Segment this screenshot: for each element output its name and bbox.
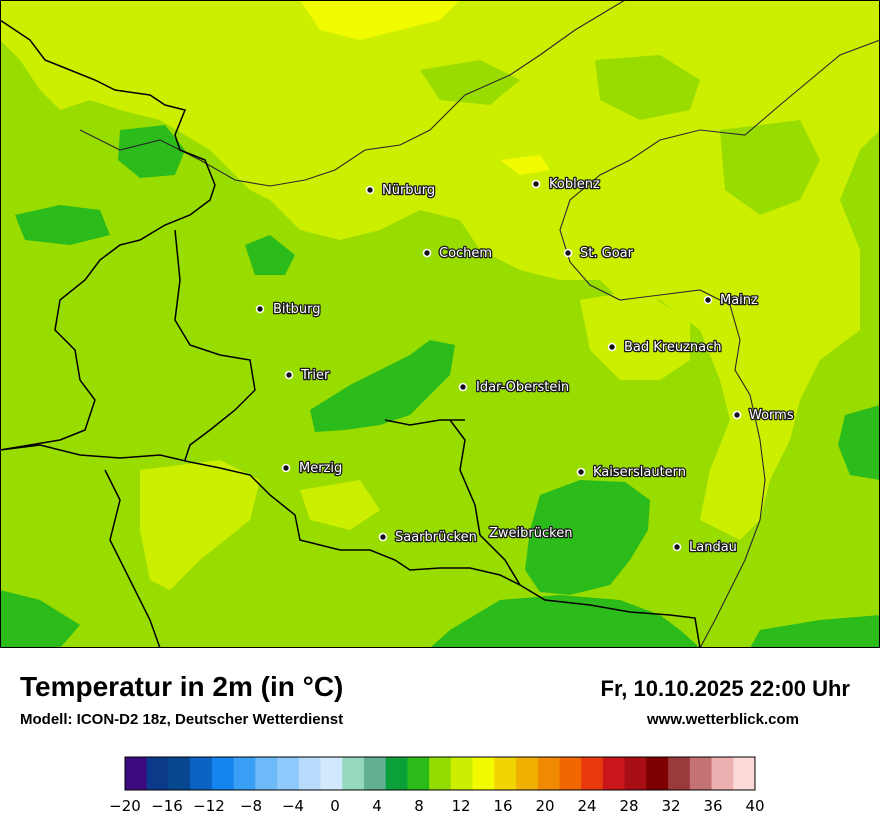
legend-tick-label: −8 [240, 797, 262, 815]
city-nuerburg: Nürburg [365, 182, 436, 199]
legend-swatch [125, 757, 148, 790]
temperature-zone-16-18 [300, 0, 550, 175]
temperature-zone-14-16 [0, 0, 880, 590]
color-legend: −20 −16 −12 −8 −4 0 4 8 12 16 20 24 28 32 36 40 [109, 756, 765, 815]
svg-text:Mainz: Mainz [720, 293, 758, 308]
legend-swatches [125, 757, 756, 790]
legend-swatch [320, 757, 343, 790]
legend-swatch [429, 757, 452, 790]
city-koblenz: Koblenz [531, 176, 601, 193]
legend-swatch [472, 757, 495, 790]
legend-swatch [385, 757, 408, 790]
city-saarbruecken: Saarbrücken [378, 529, 478, 546]
legend-swatch [624, 757, 647, 790]
website-link[interactable]: www.wetterblick.com [647, 711, 799, 728]
legend-swatch [211, 757, 235, 790]
legend-tick-label: 28 [619, 797, 638, 815]
legend-swatch [494, 757, 517, 790]
svg-text:Idar-Oberstein: Idar-Oberstein [476, 380, 569, 395]
city-bitburg: Bitburg [255, 301, 322, 318]
city-trier: Trier [284, 367, 331, 384]
legend-swatch [407, 757, 430, 790]
legend-tick-label: 4 [372, 797, 382, 815]
legend-swatch [559, 757, 582, 790]
temperature-zone-12-14 [420, 55, 820, 215]
forecast-datetime: Fr, 10.10.2025 22:00 Uhr [600, 676, 851, 701]
legend-swatch [668, 757, 691, 790]
svg-text:Trier: Trier [300, 368, 330, 383]
legend-swatch [537, 757, 560, 790]
legend-tick-label: 20 [535, 797, 554, 815]
legend-swatch [146, 757, 169, 790]
legend-tick-label: −16 [151, 797, 183, 815]
svg-text:Bitburg: Bitburg [273, 302, 321, 317]
legend-tick-label: −20 [109, 797, 141, 815]
legend-tick-label: 40 [745, 797, 764, 815]
borders [0, 19, 701, 648]
svg-text:Kaiserslautern: Kaiserslautern [593, 465, 686, 480]
svg-text:St. Goar: St. Goar [580, 246, 634, 261]
legend-swatch [190, 757, 213, 790]
legend-tick-label: 0 [330, 797, 340, 815]
svg-text:Merzig: Merzig [299, 461, 342, 476]
svg-text:Saarbrücken: Saarbrücken [395, 530, 477, 545]
svg-text:Cochem: Cochem [439, 246, 492, 261]
city-worms: Worms [732, 407, 795, 424]
legend-swatch [450, 757, 473, 790]
legend-swatch [168, 757, 191, 790]
city-idar-oberstein: Idar-Oberstein [458, 379, 570, 396]
city-mainz: Mainz [703, 292, 759, 309]
map-title: Temperatur in 2m (in °C) [20, 671, 344, 702]
svg-text:Landau: Landau [689, 540, 737, 555]
city-merzig: Merzig [281, 460, 344, 477]
legend-tick-label: 36 [703, 797, 722, 815]
legend-swatch [363, 757, 387, 790]
legend-tick-label: 16 [493, 797, 512, 815]
city-zweibruecken: Zweibrücken [488, 525, 574, 543]
legend-swatch [233, 757, 256, 790]
legend-swatch [646, 757, 669, 790]
legend-swatch [711, 757, 734, 790]
legend-tick-label: 24 [577, 797, 596, 815]
legend-swatch [277, 757, 300, 790]
legend-swatch [342, 757, 365, 790]
legend-swatch [581, 757, 604, 790]
model-source: Modell: ICON-D2 18z, Deutscher Wetterdie… [20, 711, 344, 728]
temperature-map: Nürburg Koblenz Cochem St. Goar Bitburg … [0, 0, 880, 648]
city-kaiserslautern: Kaiserslautern [576, 464, 687, 481]
svg-text:Worms: Worms [749, 408, 794, 423]
legend-swatch [255, 757, 278, 790]
legend-tick-label: 32 [661, 797, 680, 815]
city-markers: Nürburg Koblenz Cochem St. Goar Bitburg … [255, 176, 795, 556]
svg-text:Bad Kreuznach: Bad Kreuznach [624, 340, 722, 355]
legend-tick-label: 12 [451, 797, 470, 815]
legend-swatch [689, 757, 712, 790]
legend-swatch [298, 757, 321, 790]
city-landau: Landau [672, 539, 738, 556]
legend-frame [124, 756, 756, 791]
legend-tick-label: −4 [282, 797, 304, 815]
city-bad-kreuznach: Bad Kreuznach [607, 339, 723, 356]
svg-text:Nürburg: Nürburg [382, 183, 435, 198]
city-st-goar: St. Goar [563, 245, 635, 262]
legend-tick-label: −12 [193, 797, 225, 815]
legend-tick-label: 8 [414, 797, 424, 815]
temperature-zone-10-12 [0, 125, 880, 648]
legend-swatch [516, 757, 539, 790]
svg-text:Zweibrücken: Zweibrücken [489, 526, 572, 541]
city-cochem: Cochem [422, 245, 493, 262]
legend-swatch [602, 757, 626, 790]
svg-text:Koblenz: Koblenz [549, 177, 600, 192]
legend-ticks: −20 −16 −12 −8 −4 0 4 8 12 16 20 24 28 32 36 40 [109, 797, 764, 815]
legend-swatch [733, 757, 756, 790]
